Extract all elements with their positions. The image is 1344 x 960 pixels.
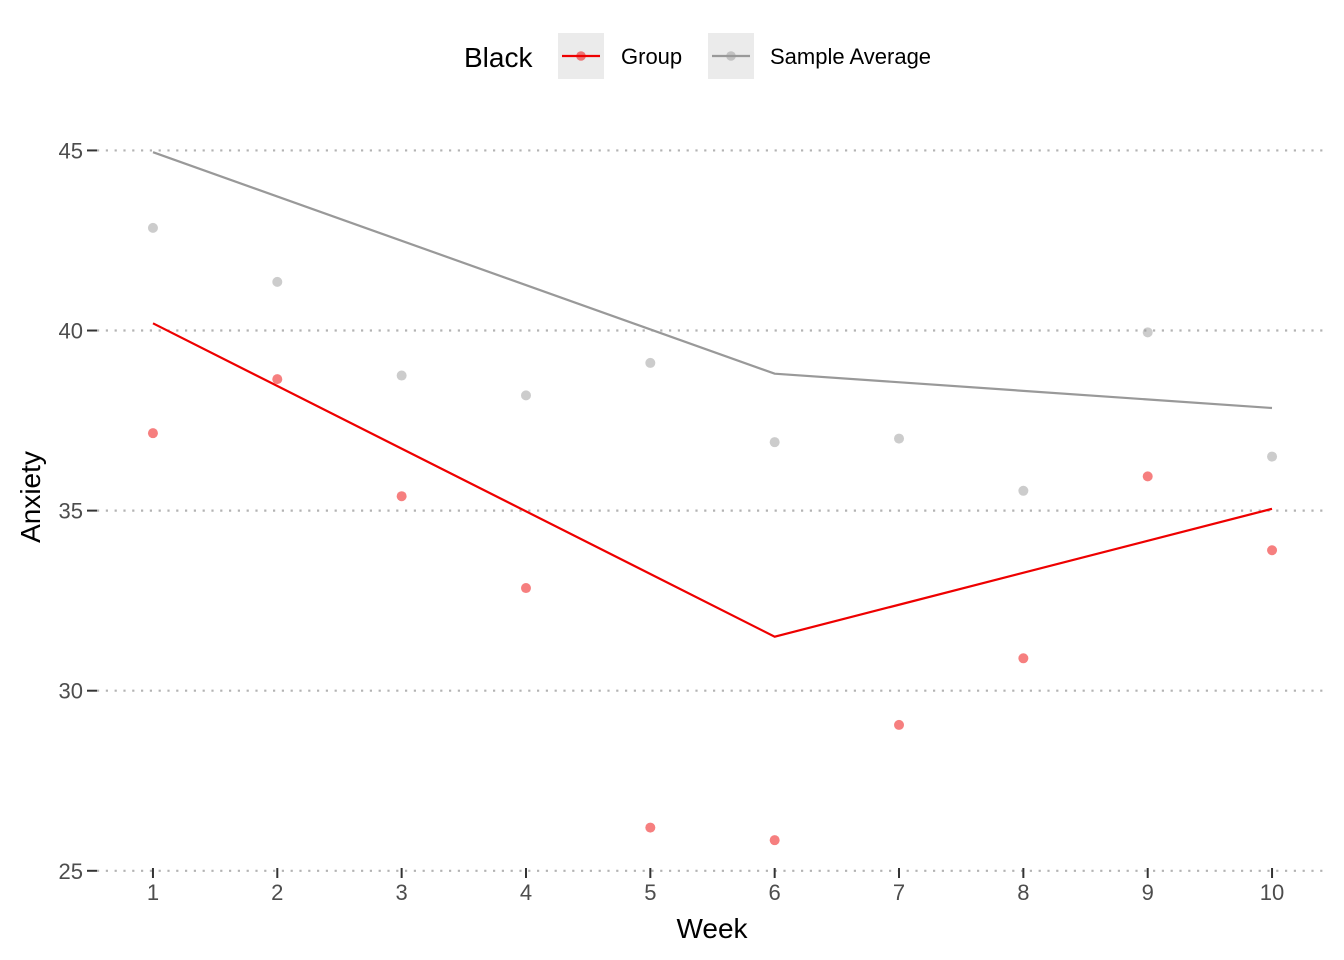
y-tick-label-35: 35 xyxy=(59,499,83,524)
y-axis-title: Anxiety xyxy=(15,451,46,543)
x-tick-label-1: 1 xyxy=(147,880,159,905)
x-tick-label-6: 6 xyxy=(769,880,781,905)
point-sample-average-week-10 xyxy=(1267,451,1278,462)
point-group-week-2 xyxy=(272,374,283,385)
series-sample-average xyxy=(147,151,1278,496)
point-sample-average-week-5 xyxy=(645,357,656,368)
point-group-week-6 xyxy=(769,835,780,846)
x-tick-label-5: 5 xyxy=(644,880,656,905)
point-sample-average-week-6 xyxy=(769,437,780,448)
point-sample-average-week-4 xyxy=(520,390,531,401)
point-group-week-5 xyxy=(645,822,656,833)
point-sample-average-week-8 xyxy=(1018,485,1029,496)
gridlines xyxy=(97,149,1328,872)
point-sample-average-week-2 xyxy=(272,276,283,287)
x-tick-label-3: 3 xyxy=(396,880,408,905)
x-tick-label-2: 2 xyxy=(271,880,283,905)
x-tick-label-4: 4 xyxy=(520,880,532,905)
point-group-week-1 xyxy=(147,428,158,439)
line-group xyxy=(152,322,1273,638)
series-group xyxy=(147,322,1278,846)
y-tick-label-40: 40 xyxy=(59,319,83,344)
point-group-week-3 xyxy=(396,491,407,502)
point-sample-average-week-1 xyxy=(147,222,158,233)
point-group-week-4 xyxy=(520,583,531,594)
line-sample-average xyxy=(152,151,1273,410)
point-group-week-7 xyxy=(894,719,905,730)
legend-label-group: Group xyxy=(621,44,682,69)
point-group-week-9 xyxy=(1142,471,1153,482)
y-tick-label-25: 25 xyxy=(59,859,83,884)
point-group-week-10 xyxy=(1267,545,1278,556)
legend-key-sample-average-point xyxy=(726,51,736,61)
point-sample-average-week-9 xyxy=(1142,327,1153,338)
y-tick-label-45: 45 xyxy=(59,138,83,163)
legend-title: Black xyxy=(464,42,533,73)
x-tick-label-9: 9 xyxy=(1142,880,1154,905)
x-tick-label-8: 8 xyxy=(1017,880,1029,905)
legend-label-sample-average: Sample Average xyxy=(770,44,931,69)
x-axis-title: Week xyxy=(676,913,748,944)
x-tick-label-7: 7 xyxy=(893,880,905,905)
point-sample-average-week-7 xyxy=(894,433,905,444)
y-tick-label-30: 30 xyxy=(59,679,83,704)
x-tick-label-10: 10 xyxy=(1260,880,1284,905)
legend-key-group-point xyxy=(576,51,586,61)
legend: Black Group Sample Average xyxy=(464,33,931,79)
point-sample-average-week-3 xyxy=(396,370,407,381)
point-group-week-8 xyxy=(1018,653,1029,664)
series xyxy=(147,151,1278,846)
